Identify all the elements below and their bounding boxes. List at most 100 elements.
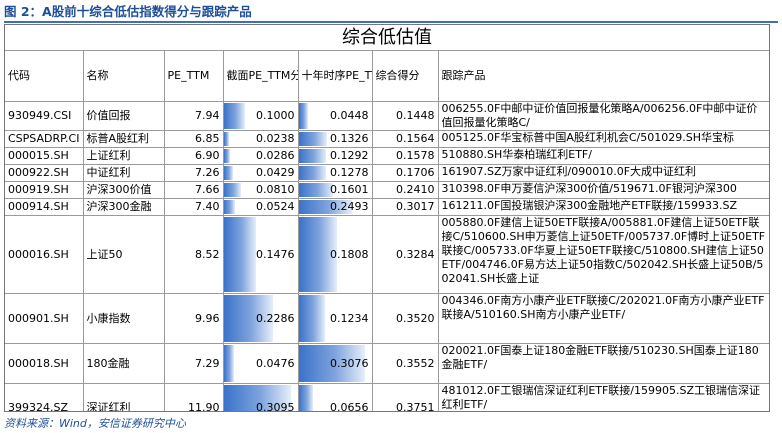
cell-code: 000922.SH xyxy=(5,164,84,182)
cell-name: 小康指数 xyxy=(83,293,165,344)
table-row: 000901.SH 小康指数 9.96 0.2286 0.1234 0.3520 00434… xyxy=(5,293,769,344)
cell-pe-ten-year-bar xyxy=(298,385,313,411)
cell-pe-percentile: 0.0238 xyxy=(223,130,299,148)
cell-pe-percentile: 0.1476 xyxy=(223,215,299,294)
cell-pe-percentile-bar xyxy=(223,183,242,197)
header-pe-ten-year: 十年时序PE_TTM 分位数 xyxy=(298,50,373,102)
cell-pe-ten-year-value: 0.1278 xyxy=(330,166,369,179)
cell-products: 020021.0F国泰上证180金融ETF联接/510230.SH国泰上证180… xyxy=(438,343,769,384)
header-name: 名称 xyxy=(83,50,165,102)
cell-pe-percentile-value: 0.3095 xyxy=(256,400,295,412)
cell-pe-ten-year-value: 0.0656 xyxy=(330,400,369,412)
cell-products: 161211.0F国投瑞银沪深300金融地产ETF联接/159933.SZ xyxy=(438,198,769,216)
cell-products: 510880.SH华泰柏瑞红利ETF/ xyxy=(438,147,769,165)
table-row: 930949.CSI 价值回报 7.94 0.1000 0.0448 0.1448 0062… xyxy=(5,101,769,131)
table-title: 综合低估值 xyxy=(5,25,769,51)
cell-code: 000914.SH xyxy=(5,198,84,216)
cell-pe: 7.94 xyxy=(164,101,224,131)
cell-pe-ten-year-value: 0.3076 xyxy=(330,356,369,370)
cell-pe: 7.29 xyxy=(164,343,224,384)
cell-pe-percentile-bar xyxy=(223,385,291,411)
table-row: CSPSADRP.CI 标普A股红利 6.85 0.0238 0.1326 0.1564 0… xyxy=(5,130,769,148)
cell-pe-ten-year: 0.2493 xyxy=(298,198,373,216)
cell-name: 中证红利 xyxy=(83,164,165,182)
products-text: 005125.0F华宝标普中国A股红利机会C/501029.SH华宝标 xyxy=(441,131,734,144)
cell-pe-percentile-bar xyxy=(223,295,274,342)
cell-pe-ten-year-value: 0.1808 xyxy=(330,247,369,261)
cell-score: 0.3284 xyxy=(372,215,439,294)
cell-pe-ten-year: 0.1292 xyxy=(298,147,373,165)
products-text: 020021.0F国泰上证180金融ETF联接/510230.SH国泰上证180… xyxy=(441,344,759,371)
cell-pe-ten-year-value: 0.1292 xyxy=(330,149,369,162)
cell-name: 沪深300金融 xyxy=(83,198,165,216)
cell-pe: 11.90 xyxy=(164,383,224,411)
cell-products: 161907.SZ万家中证红利/090010.0F大成中证红利 xyxy=(438,164,769,182)
cell-score: 0.2410 xyxy=(372,181,439,199)
cell-pe-percentile-bar xyxy=(223,132,229,146)
cell-code: 000016.SH xyxy=(5,215,84,294)
cell-pe-ten-year: 0.1326 xyxy=(298,130,373,148)
cell-code: 930949.CSI xyxy=(5,101,84,131)
cell-pe-percentile: 0.2286 xyxy=(223,293,299,344)
cell-pe-percentile-value: 0.1000 xyxy=(256,109,295,122)
cell-pe-percentile: 0.0429 xyxy=(223,164,299,182)
table-row: 000015.SH 上证红利 6.90 0.0286 0.1292 0.1578 51088… xyxy=(5,147,769,165)
cell-pe-percentile-bar xyxy=(223,217,256,292)
cell-pe: 7.26 xyxy=(164,164,224,182)
products-text: 161907.SZ万家中证红利/090010.0F大成中证红利 xyxy=(441,165,697,178)
cell-pe-percentile: 0.0476 xyxy=(223,343,299,384)
cell-pe: 7.66 xyxy=(164,181,224,199)
cell-pe-percentile-value: 0.0810 xyxy=(256,183,295,196)
cell-pe-percentile-bar xyxy=(223,166,233,180)
figure-title: 图 2：A股前十综合低估指数得分与跟踪产品 xyxy=(4,3,778,23)
cell-products: 004346.0F南方小康产业ETF联接C/202021.0F南方小康产业ETF… xyxy=(438,293,769,344)
cell-pe-percentile-bar xyxy=(223,200,235,214)
header-pe-percentile: 截面PE_TTM分位数 xyxy=(223,50,299,102)
products-text: 310398.0F申万菱信沪深300价值/519671.0F银河沪深300 xyxy=(441,182,737,195)
cell-pe-ten-year-value: 0.0448 xyxy=(330,109,369,122)
valuation-table: 综合低估值 代码 名称 PE_TTM 截面PE_TTM分位数 十年时序PE_TT… xyxy=(5,25,769,412)
cell-pe-percentile-value: 0.2286 xyxy=(256,311,295,325)
cell-name: 180金融 xyxy=(83,343,165,384)
products-text: 006255.0F中邮中证价值回报量化策略A/006256.0F中邮中证价值回报… xyxy=(441,102,758,129)
table-row: 000914.SH 沪深300金融 7.40 0.0524 0.2493 0.3017 16… xyxy=(5,198,769,216)
cell-pe-percentile: 0.3095 xyxy=(223,383,299,412)
products-text: 481012.0F工银瑞信深证红利ETF联接/159905.SZ工银瑞信深证红利… xyxy=(441,384,761,411)
table-row: 000919.SH 沪深300价值 7.66 0.0810 0.1601 0.2410 31… xyxy=(5,181,769,199)
products-text: 005880.0F建信上证50ETF联接A/005881.0F建信上证50ETF… xyxy=(441,216,766,285)
cell-pe-ten-year: 0.3076 xyxy=(298,343,373,384)
cell-pe-ten-year-bar xyxy=(298,166,326,180)
cell-pe-percentile-value: 0.0286 xyxy=(256,149,295,162)
cell-score: 0.1706 xyxy=(372,164,439,182)
products-text: 004346.0F南方小康产业ETF联接C/202021.0F南方小康产业ETF… xyxy=(441,294,765,321)
cell-pe-ten-year-value: 0.1326 xyxy=(330,132,369,145)
cell-score: 0.1564 xyxy=(372,130,439,148)
cell-name: 标普A股红利 xyxy=(83,130,165,148)
cell-pe-percentile-bar xyxy=(223,103,246,129)
cell-pe-ten-year-bar xyxy=(298,149,327,163)
header-row: 代码 名称 PE_TTM 截面PE_TTM分位数 十年时序PE_TTM 分位数 … xyxy=(5,50,769,102)
cell-pe-ten-year-bar xyxy=(298,103,309,129)
cell-pe-ten-year-bar xyxy=(298,345,365,382)
cell-code: CSPSADRP.CI xyxy=(5,130,84,148)
cell-score: 0.1578 xyxy=(372,147,439,165)
cell-pe-percentile: 0.0524 xyxy=(223,198,299,216)
header-pe: PE_TTM xyxy=(164,50,224,102)
cell-code: 000018.SH xyxy=(5,343,84,384)
cell-pe-ten-year: 0.1808 xyxy=(298,215,373,294)
cell-pe-percentile-value: 0.0429 xyxy=(256,166,295,179)
cell-pe-percentile-value: 0.0238 xyxy=(256,132,295,145)
table-row: 000922.SH 中证红利 7.26 0.0429 0.1278 0.1706 16190… xyxy=(5,164,769,182)
cell-products: 005880.0F建信上证50ETF联接A/005881.0F建信上证50ETF… xyxy=(438,215,769,294)
cell-pe: 7.40 xyxy=(164,198,224,216)
cell-name: 深证红利 xyxy=(83,383,165,411)
cell-pe-percentile: 0.0810 xyxy=(223,181,299,199)
cell-pe-percentile-value: 0.0476 xyxy=(256,356,295,370)
header-code: 代码 xyxy=(5,50,84,102)
cell-pe-ten-year: 0.1601 xyxy=(298,181,373,199)
cell-pe: 6.85 xyxy=(164,130,224,148)
cell-pe-percentile: 0.0286 xyxy=(223,147,299,165)
cell-pe: 8.52 xyxy=(164,215,224,294)
cell-pe-ten-year: 0.0448 xyxy=(298,101,373,131)
cell-score: 0.3552 xyxy=(372,343,439,384)
